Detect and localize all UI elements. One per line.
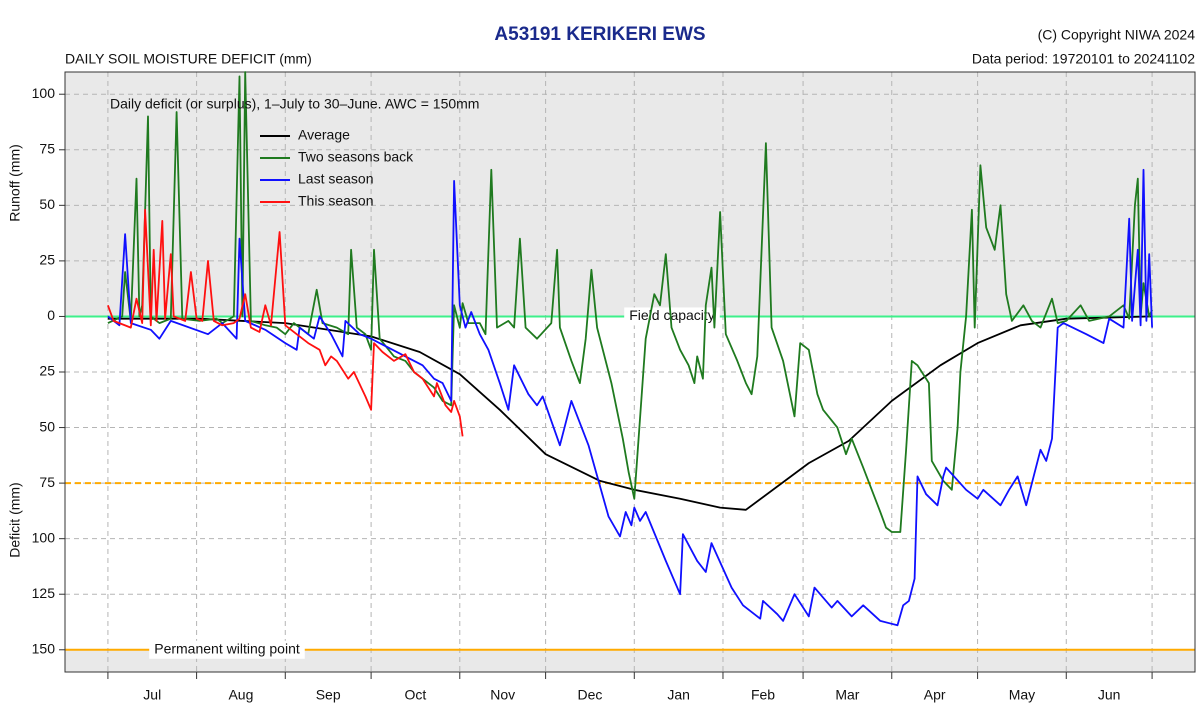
reference-label-text: Field capacity bbox=[629, 307, 715, 323]
x-tick-label: Jan bbox=[667, 687, 690, 703]
y-tick-label: 75 bbox=[39, 140, 55, 156]
x-tick-label: Feb bbox=[751, 687, 775, 703]
y-tick-label: 50 bbox=[39, 196, 55, 212]
copyright: (C) Copyright NIWA 2024 bbox=[1038, 27, 1196, 43]
plot-frame bbox=[64, 71, 1196, 673]
x-tick-label: Mar bbox=[835, 687, 859, 703]
legend-label: Two seasons back bbox=[298, 149, 414, 165]
y-tick-label: 25 bbox=[39, 252, 55, 268]
series-line bbox=[107, 315, 1153, 511]
legend-title: Daily deficit (or surplus), 1–July to 30… bbox=[110, 96, 479, 112]
y-tick-label: 0 bbox=[47, 307, 55, 323]
x-tick-label: Nov bbox=[490, 687, 515, 703]
legend-label: Average bbox=[298, 127, 350, 143]
y-tick-label: 100 bbox=[32, 85, 56, 101]
y-axis-label: Deficit (mm) bbox=[7, 482, 23, 557]
reference-label-text: Permanent wilting point bbox=[154, 640, 300, 656]
y-axis-label: Runoff (mm) bbox=[7, 144, 23, 222]
y-tick-label: 75 bbox=[39, 474, 55, 490]
y-tick-label: 125 bbox=[32, 585, 56, 601]
x-tick-label: Aug bbox=[228, 687, 253, 703]
chart-title: A53191 KERIKERI EWS bbox=[494, 24, 705, 45]
series-line bbox=[107, 168, 1153, 627]
label-background bbox=[149, 640, 305, 659]
y-tick-label: 25 bbox=[39, 363, 55, 379]
x-tick-label: May bbox=[1009, 687, 1035, 703]
series-line bbox=[107, 208, 464, 437]
legend-label: This season bbox=[298, 193, 373, 209]
series-line bbox=[107, 71, 1153, 533]
chart-subtitle: DAILY SOIL MOISTURE DEFICIT (mm) bbox=[65, 51, 312, 67]
label-background bbox=[624, 307, 720, 326]
reference-label: Permanent wilting point bbox=[149, 640, 305, 659]
x-tick-label: Sep bbox=[316, 687, 341, 703]
x-tick-label: Jun bbox=[1098, 687, 1121, 703]
data-period: Data period: 19720101 to 20241102 bbox=[972, 51, 1195, 67]
x-tick-label: Jul bbox=[143, 687, 161, 703]
x-tick-label: Apr bbox=[924, 687, 946, 703]
y-tick-label: 150 bbox=[32, 640, 56, 656]
y-tick-label: 50 bbox=[39, 418, 55, 434]
y-tick-label: 100 bbox=[32, 529, 56, 545]
x-tick-label: Oct bbox=[405, 687, 427, 703]
x-tick-label: Dec bbox=[577, 687, 602, 703]
legend-label: Last season bbox=[298, 171, 374, 187]
